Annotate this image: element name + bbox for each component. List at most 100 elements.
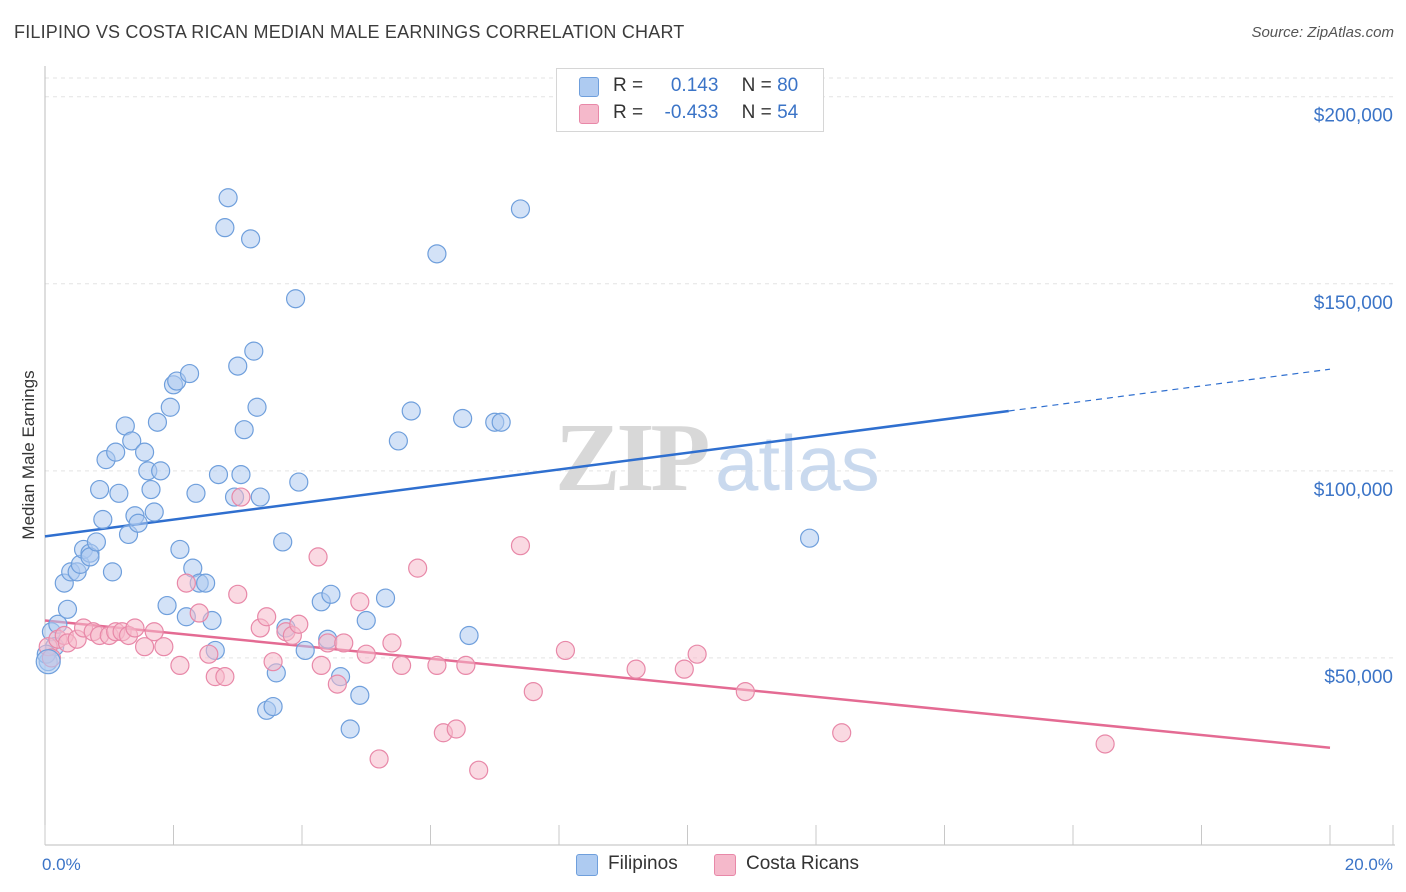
chart-title: FILIPINO VS COSTA RICAN MEDIAN MALE EARN… [14,22,685,42]
point-costa-ricans [231,487,251,507]
point-filipinos [289,472,309,492]
point-filipinos [186,483,206,503]
point-costa-ricans [125,618,145,638]
point-costa-ricans [687,644,707,664]
watermark: ZIP atlas [555,404,880,512]
source-label: Source: ZipAtlas.com [1251,24,1394,41]
point-filipinos [453,408,473,429]
point-costa-ricans [469,760,489,780]
series-label-costa-ricans: Costa Ricans [746,853,859,874]
point-filipinos [90,479,110,500]
point-costa-ricans [134,637,155,657]
data-points [35,188,1115,780]
point-costa-ricans [215,667,235,687]
point-filipinos [356,610,376,631]
grid-lines [45,77,1395,659]
legend-r-value-filipinos: 0.143 [670,75,719,96]
point-costa-ricans [311,655,331,676]
point-filipinos [141,479,161,500]
point-filipinos [109,483,129,503]
point-filipinos [128,513,148,533]
legend-n-label: N = [741,102,772,123]
point-filipinos [241,229,261,249]
point-filipinos [350,685,370,705]
point-costa-ricans [189,603,209,623]
point-costa-ricans [427,655,447,676]
point-filipinos [295,640,315,661]
point-filipinos [321,584,341,604]
y-tick-label: $50,000 [1324,667,1393,688]
point-filipinos [234,420,254,440]
point-costa-ricans [263,652,283,672]
axes [44,66,1395,846]
point-filipinos [147,412,168,432]
point-filipinos [244,341,264,361]
y-tick-label: $150,000 [1314,293,1393,314]
point-costa-ricans [523,681,543,702]
point-costa-ricans [327,674,347,694]
point-filipinos [491,412,511,432]
point-costa-ricans [289,614,309,634]
point-costa-ricans [356,644,376,664]
point-costa-ricans [735,681,755,702]
legend-n-value-costa-ricans: 54 [777,102,799,123]
point-filipinos [427,244,447,264]
trend-line-filipinos-extension [1008,368,1331,412]
trend-lines [44,368,1331,749]
x-tick-label: 0.0% [42,855,81,874]
watermark-zip: ZIP [555,404,709,512]
point-filipinos [170,539,190,560]
point-filipinos [151,461,171,481]
point-costa-ricans [308,547,328,567]
legend-r-label: R = [613,102,644,123]
point-filipinos [250,487,270,507]
point-costa-ricans [369,749,389,769]
point-filipinos [160,397,180,417]
point-costa-ricans [456,655,476,676]
point-costa-ricans [228,584,248,604]
x-tick-label: 20.0% [1345,855,1393,874]
point-costa-ricans [170,655,190,676]
point-costa-ricans [154,637,174,657]
point-filipinos [510,199,531,219]
series-label-filipinos: Filipinos [608,853,678,874]
point-filipinos [401,401,421,421]
point-filipinos [215,218,235,238]
point-costa-ricans [391,655,412,676]
legend-n-label: N = [741,75,772,96]
point-costa-ricans [674,659,694,679]
y-tick-label: $100,000 [1314,480,1393,501]
point-filipinos [179,363,200,384]
point-filipinos [375,588,396,608]
point-costa-ricans [199,644,219,664]
tick-labels: $50,000 $100,000 $150,000 $200,000 0.0% 20.0% [42,106,1393,874]
point-filipinos [263,696,283,717]
point-filipinos [231,464,251,485]
point-filipinos [86,532,107,552]
point-filipinos [388,431,408,451]
point-costa-ricans [257,607,277,627]
point-costa-ricans [510,536,531,556]
point-filipinos [228,356,248,376]
point-costa-ricans [1095,734,1115,754]
point-costa-ricans [176,573,196,593]
point-costa-ricans [350,592,370,612]
point-filipinos [144,502,164,522]
point-filipinos [208,464,229,485]
point-filipinos [122,431,142,451]
point-filipinos [340,719,360,739]
y-tick-label: $200,000 [1314,106,1393,127]
point-costa-ricans [318,633,338,653]
point-filipinos [218,188,238,208]
legend-swatch-filipinos [579,77,599,97]
point-filipinos [273,532,293,552]
point-filipinos [157,595,177,616]
trend-line-costa-ricans [44,619,1331,749]
point-costa-ricans [555,640,576,661]
series-swatch-filipinos [576,854,598,876]
legend-r-label: R = [613,75,644,96]
point-filipinos [35,649,61,675]
legend-r-value-costa-ricans: -0.433 [664,102,719,123]
point-filipinos [93,509,113,530]
